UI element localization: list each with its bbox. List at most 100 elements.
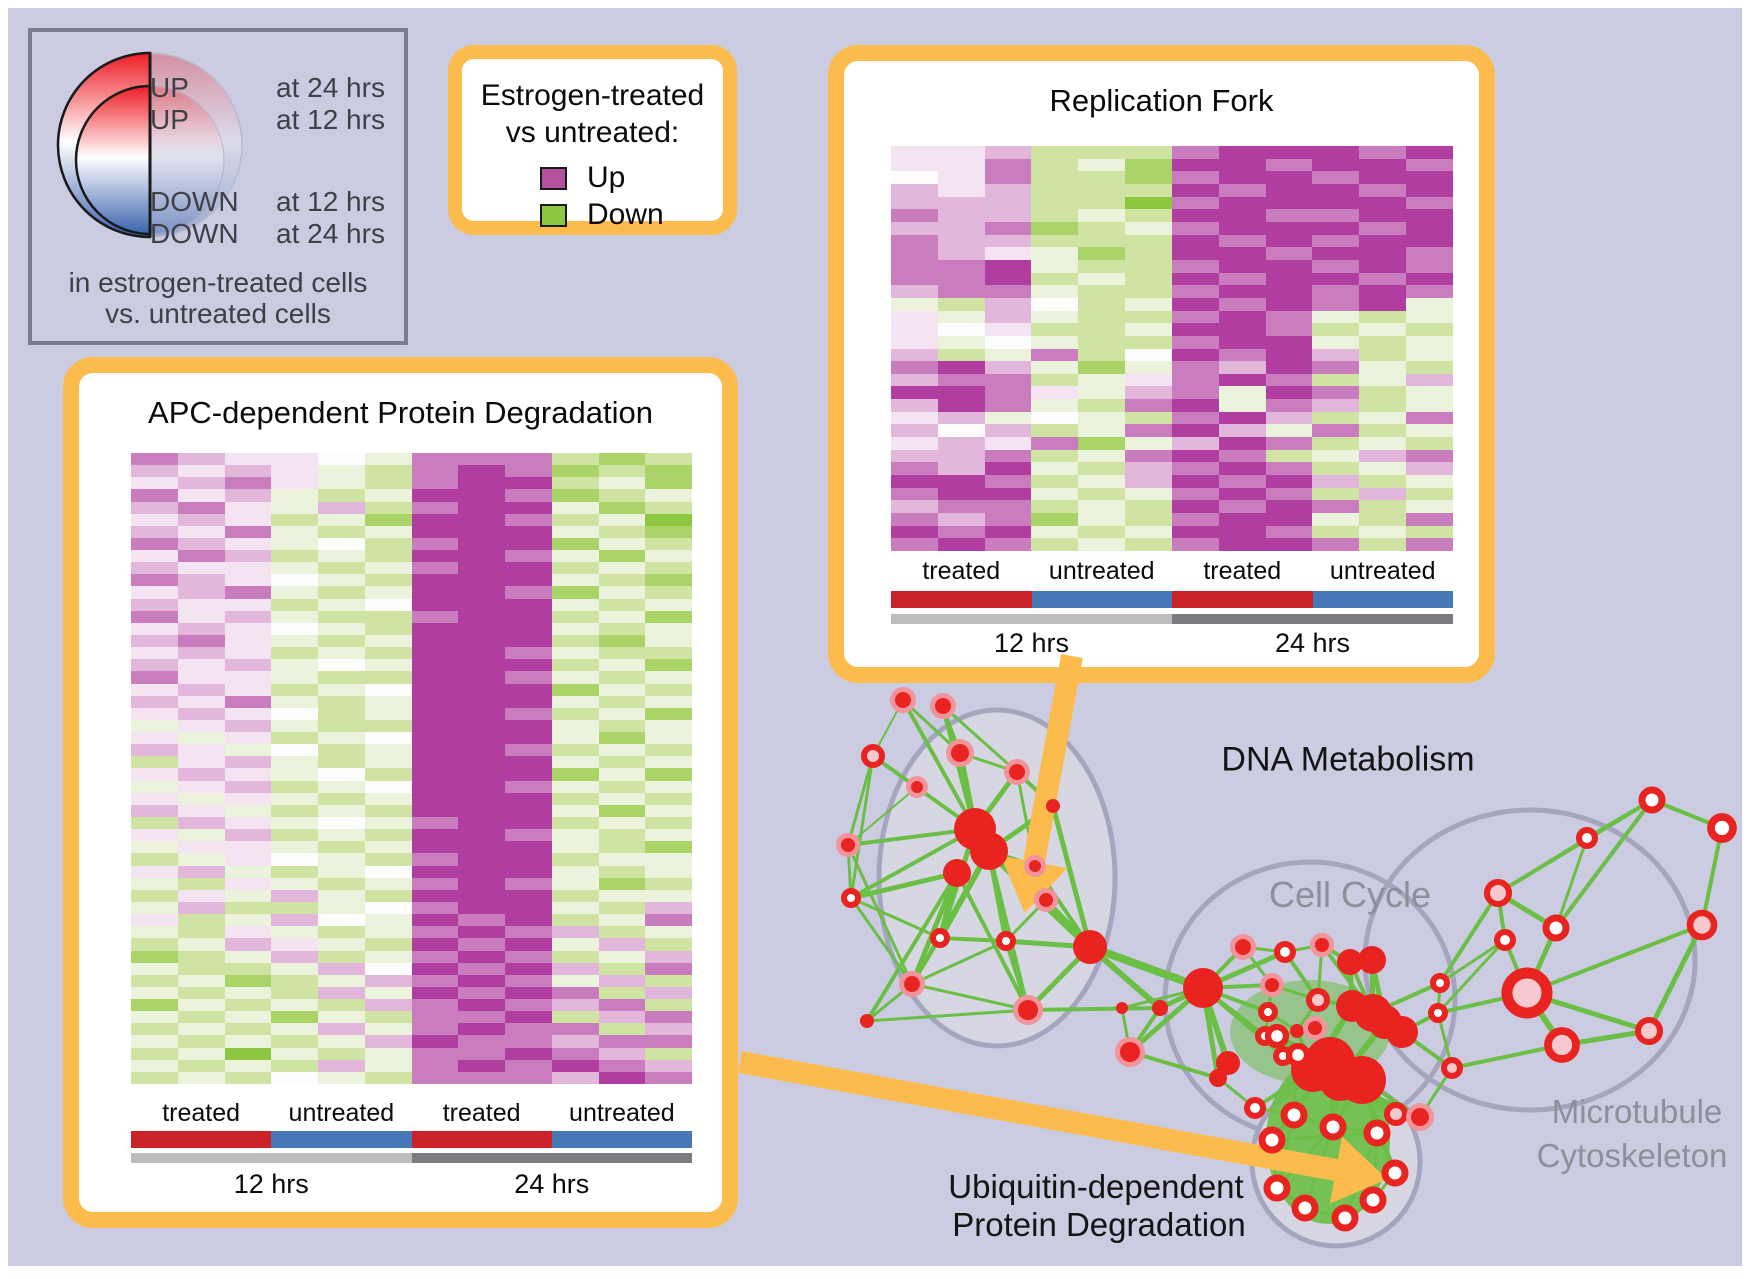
heatmap-cell: [937, 183, 985, 197]
heatmap-cell: [224, 986, 272, 1000]
heatmap-cell: [645, 901, 692, 915]
heatmap-cell: [505, 1059, 552, 1072]
heatmap-cell: [645, 914, 692, 927]
heatmap-cell: [984, 323, 1032, 336]
treatment-color-bar: [131, 1131, 692, 1148]
heatmap-cell: [984, 462, 1032, 476]
heatmap-cell: [1265, 285, 1313, 298]
heatmap-cell: [645, 1023, 692, 1036]
heatmap-cell: [1125, 513, 1172, 526]
heatmap-cell: [645, 695, 692, 708]
heatmap-cell: [598, 537, 646, 551]
heatmap-cell: [224, 914, 272, 927]
heatmap-cell: [1312, 323, 1360, 336]
heatmap-cell: [131, 598, 178, 611]
heatmap-cell: [598, 550, 646, 563]
heatmap-cell: [131, 768, 178, 781]
heatmap-cell: [458, 999, 505, 1012]
heatmap-cell: [318, 768, 365, 781]
heatmap-cell: [1125, 411, 1172, 425]
heatmap-cell: [645, 610, 692, 623]
heatmap-cell: [598, 719, 646, 733]
heatmap-cell: [458, 1071, 505, 1084]
heatmap-cell: [271, 610, 318, 623]
heatmap-cell: [598, 647, 646, 660]
heatmap-cell: [224, 768, 272, 781]
heatmap-cell: [1171, 386, 1219, 400]
heatmap-cell: [1406, 475, 1453, 488]
heatmap-cell: [505, 841, 552, 854]
treated-bar-segment: [131, 1131, 272, 1148]
heatmap-cell: [318, 562, 365, 575]
heatmap-cell: [1078, 196, 1126, 210]
heatmap-cell: [318, 1011, 365, 1024]
heatmap-cell: [598, 453, 646, 466]
heatmap-cell: [131, 853, 178, 866]
heatmap-cell: [364, 489, 412, 502]
heatmap-cell: [458, 501, 505, 514]
group-label-treated: treated: [1203, 557, 1282, 585]
heatmap-cell: [645, 465, 692, 478]
heatmap-cell: [411, 647, 459, 660]
heatmap-cell: [1359, 272, 1407, 286]
heatmap-cell: [645, 1071, 692, 1084]
time24-bar-segment: [1172, 614, 1453, 624]
heatmap-cell: [1265, 323, 1313, 336]
heatmap-cell: [551, 938, 599, 951]
heatmap-cell: [224, 804, 272, 818]
heatmap-cell: [1031, 538, 1079, 551]
heatmap-cell: [505, 610, 552, 623]
heatmap-cell: [177, 647, 225, 660]
time24-bar-segment: [411, 1153, 692, 1163]
heatmap-cell: [318, 817, 365, 830]
group-label-untreated: untreated: [1329, 557, 1436, 585]
heatmap-cell: [364, 756, 412, 769]
heatmap-cell: [458, 635, 505, 648]
heatmap-cell: [598, 671, 646, 684]
heatmap-cell: [318, 465, 365, 478]
heatmap-cell: [551, 489, 599, 502]
heatmap-cell: [177, 804, 225, 818]
heatmap-cell: [411, 707, 459, 720]
heatmap-cell: [598, 465, 646, 478]
heatmap-cell: [318, 598, 365, 611]
heatmap-cell: [224, 1059, 272, 1072]
network-label: Ubiquitin-dependent: [948, 1168, 1244, 1205]
heatmap-cell: [177, 829, 225, 842]
heatmap-cell: [318, 537, 365, 551]
heatmap-cell: [645, 877, 692, 890]
heatmap-cell: [598, 1011, 646, 1024]
heatmap-cell: [1031, 487, 1079, 501]
heatmap-cell: [1125, 335, 1172, 349]
heatmap-cell: [1031, 171, 1079, 184]
heatmap-cell: [224, 829, 272, 842]
heatmap-cell: [318, 829, 365, 842]
heatmap-cell: [598, 707, 646, 720]
heatmap-cell: [1078, 487, 1126, 501]
heatmap-cell: [645, 865, 692, 878]
heatmap-cell: [505, 453, 552, 466]
heatmap-cell: [131, 974, 178, 987]
heatmap-cell: [318, 804, 365, 818]
heatmap-cell: [458, 841, 505, 854]
heatmap-cell: [318, 489, 365, 502]
heatmap-cell: [984, 449, 1032, 463]
heatmap-cell: [505, 744, 552, 757]
heatmap-cell: [598, 562, 646, 575]
heatmap-cell: [1359, 361, 1407, 374]
heatmap-cell: [551, 574, 599, 587]
time-bar: [891, 614, 1453, 624]
heatmap-cell: [937, 462, 985, 476]
heatmap-cell: [1171, 399, 1219, 412]
heatmap-cell: [645, 756, 692, 769]
heatmap-cell: [224, 465, 272, 478]
heatmap-cell: [1078, 525, 1126, 539]
heatmap-cell: [411, 804, 459, 818]
heatmap-cell: [551, 598, 599, 611]
heatmap-cell: [411, 999, 459, 1012]
heatmap-cell: [411, 877, 459, 890]
heatmap-cell: [984, 234, 1032, 248]
heatmap-cell: [984, 513, 1032, 526]
heatmap-cell: [1265, 386, 1313, 400]
heatmap-cell: [1265, 437, 1313, 450]
